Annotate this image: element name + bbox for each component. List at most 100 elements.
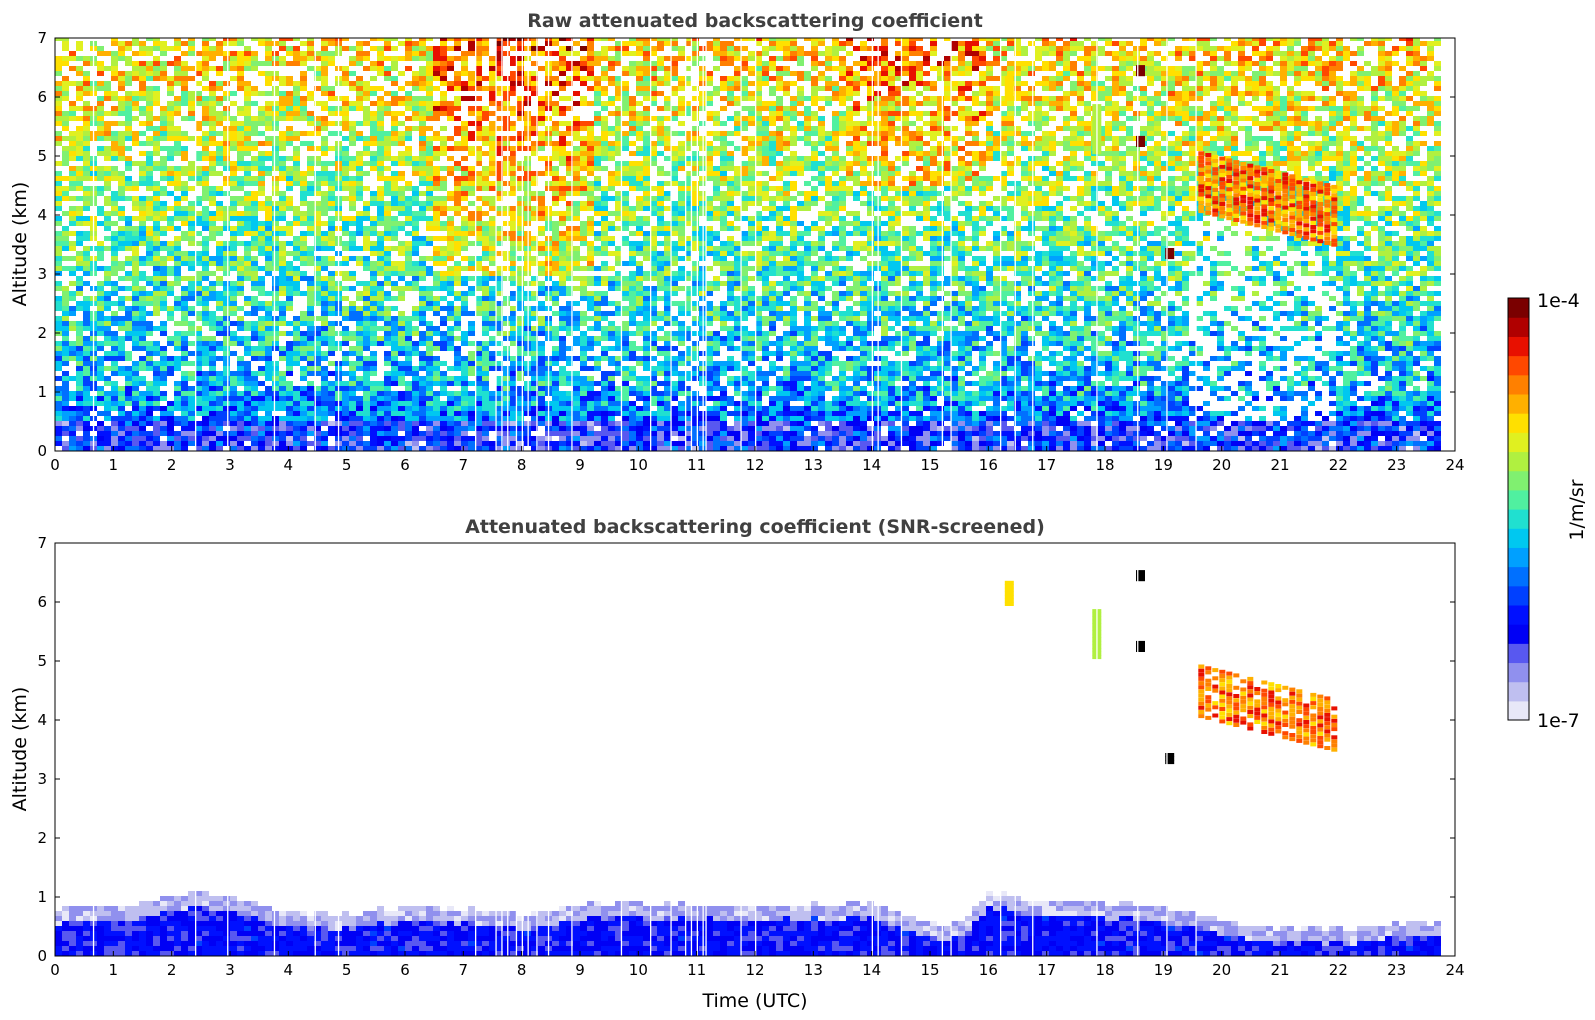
raw-cell (293, 38, 300, 41)
raw-cell (237, 321, 244, 326)
raw-cell (461, 336, 468, 341)
raw-cell (391, 426, 398, 431)
raw-cell (76, 96, 83, 101)
raw-cell (440, 226, 447, 231)
raw-cell (475, 256, 482, 261)
raw-cell (552, 61, 559, 66)
raw-cell (55, 436, 62, 441)
raw-cell (440, 151, 447, 156)
raw-cell (139, 381, 146, 386)
raw-cell (503, 391, 510, 396)
raw-cell (440, 66, 447, 71)
raw-cell (223, 351, 230, 356)
raw-cell (468, 436, 475, 441)
raw-cell (559, 446, 566, 451)
raw-cell (181, 401, 188, 406)
raw-cell (517, 351, 524, 356)
raw-cell (279, 291, 286, 296)
raw-cell (202, 276, 209, 281)
raw-cell (265, 256, 272, 261)
raw-cell (258, 141, 265, 146)
raw-cell (97, 421, 104, 426)
raw-cell (174, 211, 181, 216)
raw-cell (321, 151, 328, 156)
raw-cell (573, 166, 580, 171)
raw-cell (377, 426, 384, 431)
raw-cell (174, 196, 181, 201)
raw-cell (426, 326, 433, 331)
raw-cell (601, 336, 608, 341)
raw-cell (244, 326, 251, 331)
raw-cell (125, 56, 132, 61)
raw-cell (195, 91, 202, 96)
raw-cell (384, 351, 391, 356)
raw-cell (412, 421, 419, 426)
raw-cell (377, 141, 384, 146)
raw-cell (300, 231, 307, 236)
raw-cell (475, 346, 482, 351)
raw-cell (83, 371, 90, 376)
raw-cell (412, 161, 419, 166)
raw-cell (531, 311, 538, 316)
raw-cell (328, 241, 335, 246)
raw-cell (370, 251, 377, 256)
raw-cell (538, 241, 545, 246)
raw-cell (209, 411, 216, 416)
raw-cell (559, 271, 566, 276)
raw-cell (55, 38, 62, 41)
raw-cell (76, 116, 83, 121)
raw-cell (587, 166, 594, 171)
raw-cell (601, 386, 608, 391)
raw-cell (475, 351, 482, 356)
raw-cell (125, 101, 132, 106)
raw-cell (440, 56, 447, 61)
raw-cell (76, 106, 83, 111)
raw-cell (188, 91, 195, 96)
raw-cell (391, 136, 398, 141)
raw-cell (181, 211, 188, 216)
raw-cell (503, 381, 510, 386)
raw-cell (300, 106, 307, 111)
raw-cell (531, 366, 538, 371)
raw-cell (244, 396, 251, 401)
raw-cell (174, 361, 181, 366)
raw-cell (510, 426, 517, 431)
raw-cell (167, 171, 174, 176)
raw-cell (363, 51, 370, 56)
raw-cell (181, 351, 188, 356)
raw-cell (265, 76, 272, 81)
raw-cell (69, 296, 76, 301)
raw-cell (202, 56, 209, 61)
raw-cell (321, 86, 328, 91)
raw-cell (244, 221, 251, 226)
raw-cell (265, 386, 272, 391)
raw-cell (202, 46, 209, 51)
raw-cell (321, 246, 328, 251)
raw-cell (426, 196, 433, 201)
raw-cell (55, 351, 62, 356)
raw-cell (566, 321, 573, 326)
raw-cell (398, 226, 405, 231)
raw-cell (83, 126, 90, 131)
raw-cell (76, 336, 83, 341)
raw-cell (580, 446, 587, 451)
raw-cell (328, 381, 335, 386)
raw-cell (328, 171, 335, 176)
raw-cell (300, 371, 307, 376)
raw-cell (538, 106, 545, 111)
raw-cell (328, 296, 335, 301)
raw-cell (454, 206, 461, 211)
raw-cell (587, 221, 594, 226)
raw-cell (384, 371, 391, 376)
raw-cell (321, 406, 328, 411)
raw-cell (76, 211, 83, 216)
raw-cell (391, 266, 398, 271)
raw-cell (97, 111, 104, 116)
raw-cell (405, 216, 412, 221)
raw-cell (251, 101, 258, 106)
raw-cell (272, 106, 279, 111)
raw-cell (531, 196, 538, 201)
raw-cell (398, 291, 405, 296)
raw-cell (265, 226, 272, 231)
raw-cell (202, 111, 209, 116)
